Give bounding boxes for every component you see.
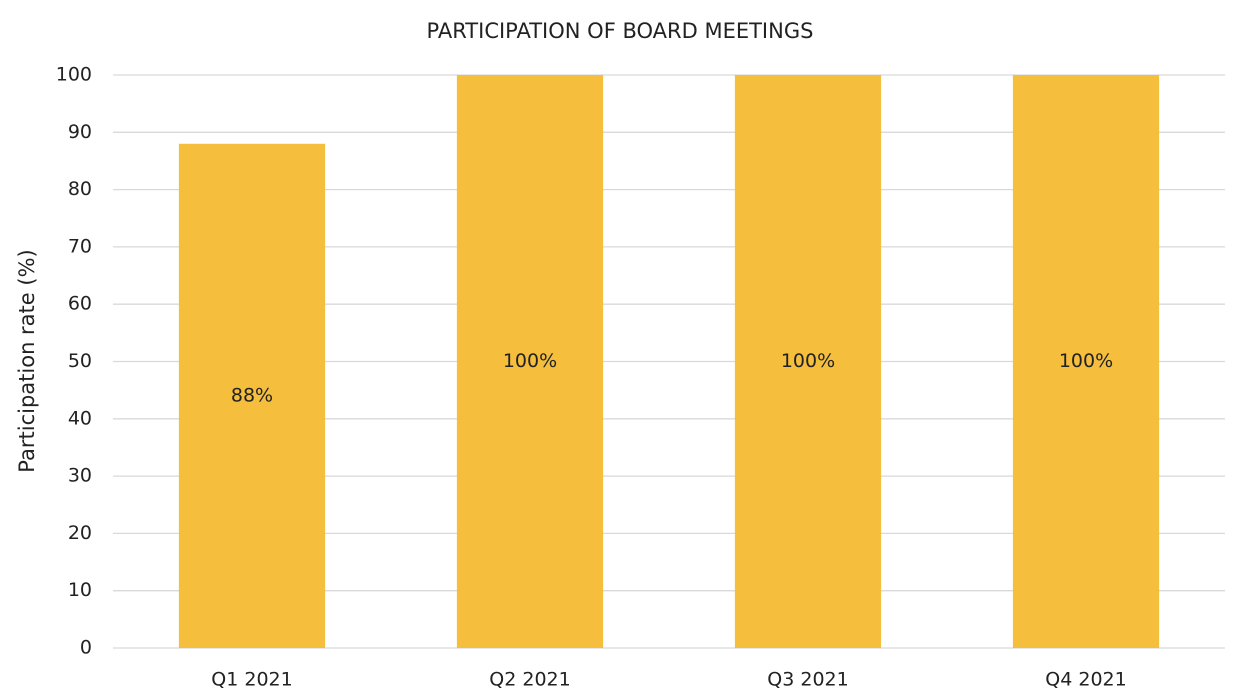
y-tick-label: 80 <box>68 178 92 200</box>
y-tick-label: 30 <box>68 465 92 487</box>
y-axis-label: Participation rate (%) <box>15 249 39 472</box>
bar <box>734 75 882 648</box>
y-tick-label: 60 <box>68 293 92 315</box>
bar <box>1012 75 1160 648</box>
chart-title: PARTICIPATION OF BOARD MEETINGS <box>427 19 814 43</box>
x-tick-label: Q3 2021 <box>767 669 848 691</box>
y-tick-label: 20 <box>68 522 92 544</box>
bar <box>456 75 604 648</box>
y-tick-label: 100 <box>56 64 92 86</box>
y-tick-label: 40 <box>68 407 92 429</box>
x-tick-label: Q4 2021 <box>1045 669 1126 691</box>
data-label: 88% <box>231 384 273 406</box>
y-tick-label: 70 <box>68 235 92 257</box>
y-tick-label: 50 <box>68 350 92 372</box>
data-label: 100% <box>503 350 557 372</box>
x-tick-label: Q1 2021 <box>211 669 292 691</box>
y-tick-label: 0 <box>80 637 92 659</box>
data-label: 100% <box>781 350 835 372</box>
y-tick-label: 90 <box>68 121 92 143</box>
data-label: 100% <box>1059 350 1113 372</box>
y-tick-label: 10 <box>68 579 92 601</box>
bar <box>178 143 326 648</box>
x-tick-label: Q2 2021 <box>489 669 570 691</box>
